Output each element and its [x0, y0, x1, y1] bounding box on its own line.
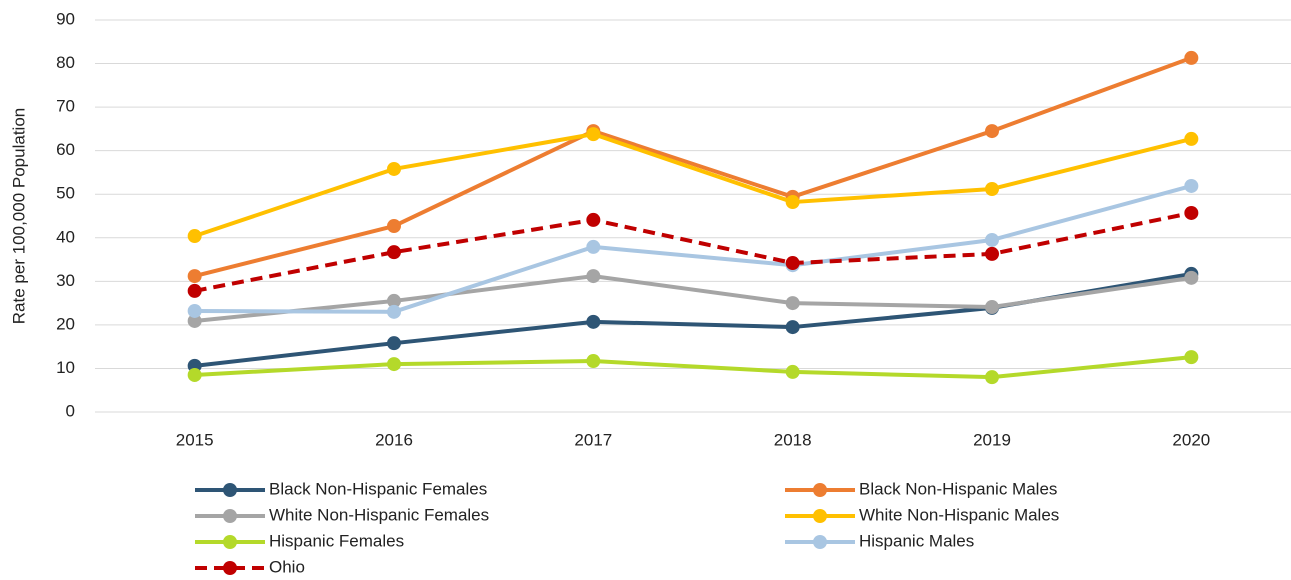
legend-marker: [813, 509, 827, 523]
legend-marker: [223, 535, 237, 549]
legend-marker: [223, 483, 237, 497]
legend-label: Black Non-Hispanic Females: [269, 479, 487, 498]
data-point: [387, 219, 401, 234]
x-tick-label: 2020: [1172, 430, 1210, 449]
x-tick-label: 2018: [774, 430, 812, 449]
y-tick-label: 60: [56, 140, 75, 159]
data-point: [586, 127, 601, 142]
series-line: [194, 184, 1192, 314]
x-tick-label: 2019: [973, 430, 1011, 449]
legend-marker: [813, 535, 827, 549]
legend-label: Hispanic Males: [859, 531, 974, 550]
data-point: [1184, 270, 1199, 285]
data-point: [387, 161, 401, 176]
data-point: [187, 283, 202, 298]
legend-label: White Non-Hispanic Males: [859, 505, 1059, 524]
legend-label: Black Non-Hispanic Males: [859, 479, 1057, 498]
x-tick-label: 2017: [574, 430, 612, 449]
data-point: [586, 212, 601, 227]
y-tick-label: 0: [66, 401, 75, 420]
series-line: [194, 56, 1193, 279]
data-point: [785, 364, 800, 379]
data-point: [785, 296, 800, 311]
series-line: [194, 355, 1192, 380]
data-point: [387, 293, 401, 308]
data-point: [187, 269, 202, 284]
y-tick-label: 90: [56, 9, 75, 28]
data-point: [586, 314, 601, 329]
data-point: [387, 245, 401, 260]
data-point: [387, 357, 401, 372]
legend-marker: [223, 561, 237, 575]
legend-marker: [223, 509, 237, 523]
legend-label: Ohio: [269, 557, 305, 576]
data-point: [985, 300, 999, 315]
y-tick-label: 10: [56, 358, 75, 377]
data-point: [387, 336, 401, 351]
data-point: [187, 303, 202, 318]
legend-label: White Non-Hispanic Females: [269, 505, 489, 524]
y-tick-label: 80: [56, 53, 75, 72]
legend-marker: [813, 483, 827, 497]
data-point: [985, 232, 999, 247]
data-point: [586, 269, 601, 284]
y-tick-label: 30: [56, 271, 75, 290]
y-tick-label: 20: [56, 314, 75, 333]
data-point: [985, 370, 999, 385]
legend-label: Hispanic Females: [269, 531, 404, 550]
series-line: [194, 210, 1192, 293]
x-tick-label: 2016: [375, 430, 413, 449]
data-point: [785, 195, 800, 210]
data-point: [187, 229, 202, 244]
series-line: [194, 132, 1192, 238]
data-point: [785, 320, 800, 335]
x-tick-label: 2015: [176, 430, 214, 449]
y-tick-label: 70: [56, 97, 75, 116]
data-point: [985, 246, 999, 261]
data-point: [1184, 131, 1199, 146]
data-point: [187, 367, 202, 382]
data-point: [387, 304, 401, 319]
data-point: [187, 313, 202, 328]
data-point: [586, 354, 601, 369]
data-point: [1184, 178, 1199, 193]
data-point: [785, 256, 800, 271]
data-point: [985, 124, 999, 139]
y-tick-label: 40: [56, 227, 75, 246]
data-point: [985, 181, 999, 196]
data-point: [1184, 350, 1199, 365]
data-point: [586, 239, 601, 254]
data-point: [1184, 50, 1199, 65]
y-tick-label: 50: [56, 184, 75, 203]
data-point: [1184, 205, 1199, 220]
series-line: [194, 274, 1192, 323]
y-axis-label: Rate per 100,000 Population: [9, 108, 28, 324]
